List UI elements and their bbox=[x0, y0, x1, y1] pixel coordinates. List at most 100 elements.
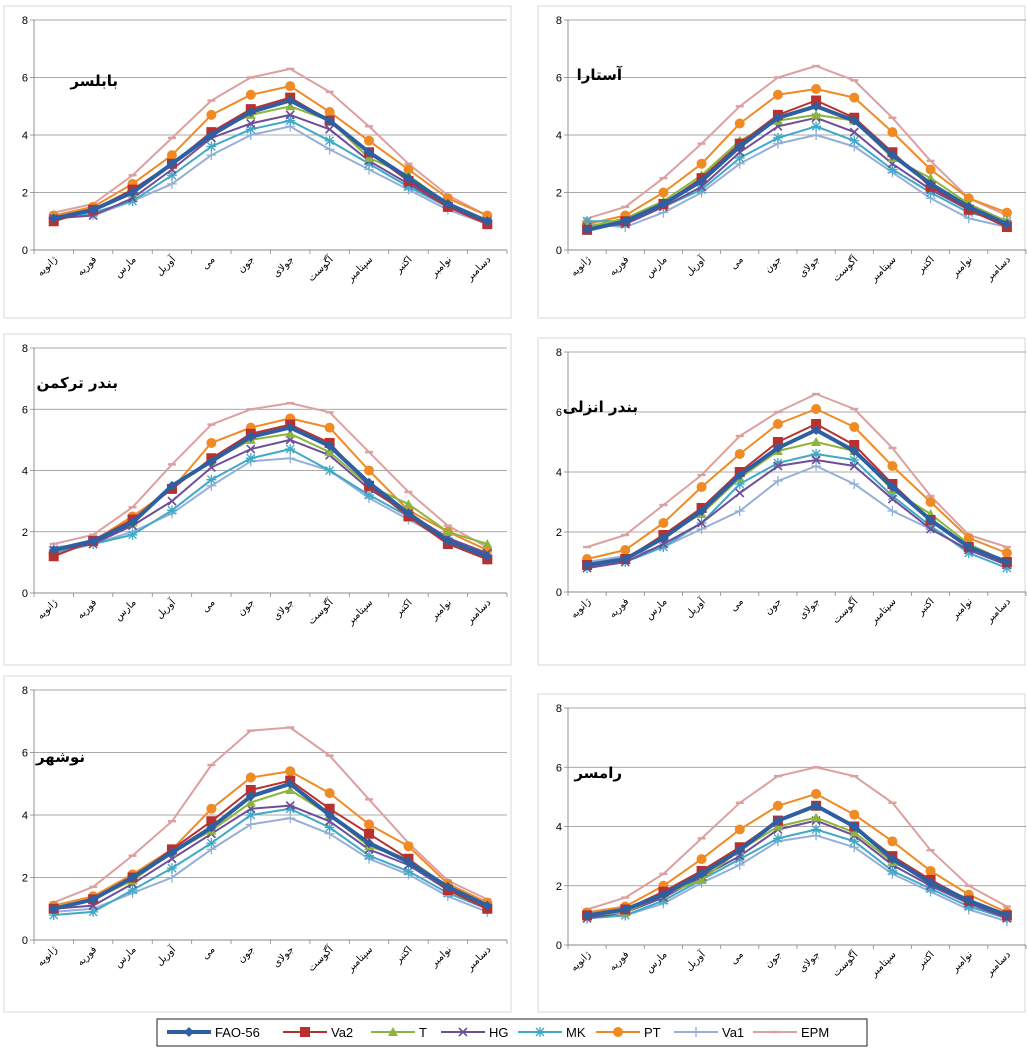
data-point bbox=[206, 474, 217, 485]
chart-frame bbox=[3, 5, 512, 319]
y-tick-label: 2 bbox=[556, 881, 562, 893]
y-tick-label: 0 bbox=[556, 940, 562, 952]
data-point bbox=[285, 422, 296, 433]
series-va1 bbox=[582, 830, 1012, 927]
series-line bbox=[586, 408, 1008, 560]
x-tick-label: آگوست bbox=[829, 252, 861, 284]
y-tick-label: 6 bbox=[22, 73, 28, 85]
data-point bbox=[849, 422, 860, 432]
series-line bbox=[53, 67, 488, 217]
series-line bbox=[53, 98, 489, 224]
data-point bbox=[925, 521, 936, 531]
x-tick-label: آگوست bbox=[305, 595, 337, 627]
x-tick-label: ژانویه bbox=[569, 254, 594, 279]
y-tick-label: 4 bbox=[22, 130, 28, 142]
data-point bbox=[734, 854, 745, 865]
data-point bbox=[963, 901, 974, 912]
data-point bbox=[167, 496, 177, 506]
data-point bbox=[442, 526, 453, 536]
data-point bbox=[696, 874, 707, 884]
data-point bbox=[925, 497, 936, 507]
data-point bbox=[285, 428, 296, 438]
data-point bbox=[811, 109, 822, 119]
x-tick-label: جولای bbox=[271, 597, 296, 622]
data-point bbox=[811, 84, 822, 94]
y-tick-label: 2 bbox=[22, 188, 28, 200]
data-point bbox=[206, 130, 217, 140]
data-point bbox=[887, 494, 897, 504]
data-point bbox=[127, 196, 138, 207]
data-point bbox=[849, 479, 860, 489]
legend-item-mk: MK bbox=[518, 1025, 586, 1040]
series-line bbox=[587, 828, 1008, 920]
x-tick-label: فوریه bbox=[607, 254, 631, 278]
panel-title: نوشهر bbox=[35, 748, 85, 766]
x-tick-label: مارس bbox=[113, 944, 139, 970]
x-tick-label: سپتامبر bbox=[345, 254, 376, 285]
series-line bbox=[53, 726, 488, 904]
y-tick-label: 6 bbox=[556, 762, 562, 774]
data-point bbox=[166, 170, 177, 181]
data-point bbox=[658, 542, 669, 552]
x-tick-label: اکتبر bbox=[915, 949, 937, 971]
legend-item-va2: Va2 bbox=[283, 1025, 353, 1040]
series-line bbox=[53, 807, 488, 916]
series-line bbox=[586, 766, 1008, 911]
data-point bbox=[887, 506, 898, 516]
data-point bbox=[811, 449, 822, 459]
data-point bbox=[925, 164, 936, 175]
x-tick-label: نوامبر bbox=[428, 597, 454, 623]
x-tick-label: می bbox=[200, 597, 217, 614]
data-point bbox=[364, 158, 375, 169]
data-point bbox=[403, 499, 414, 509]
y-tick-label: 6 bbox=[556, 407, 562, 419]
x-tick-label: دسامبر bbox=[983, 949, 1013, 979]
data-point bbox=[285, 444, 296, 455]
data-point bbox=[887, 164, 898, 175]
data-point bbox=[811, 419, 822, 429]
chart-panel-2: 0 2 4 6 8 ژانویه فوریه مارس آوریل می جون جولای آگوست… bbox=[537, 5, 1027, 319]
series-mk bbox=[48, 115, 493, 227]
data-point bbox=[849, 827, 860, 837]
data-point bbox=[245, 797, 256, 807]
data-point bbox=[734, 824, 745, 835]
y-tick-label: 0 bbox=[22, 935, 28, 947]
data-point bbox=[887, 150, 898, 161]
series-fao-56 bbox=[582, 101, 1012, 235]
data-point bbox=[811, 455, 821, 465]
data-point bbox=[246, 444, 256, 454]
data-point bbox=[849, 809, 860, 820]
series-line bbox=[53, 817, 488, 913]
series-line bbox=[53, 781, 489, 911]
x-tick-label: سپتامبر bbox=[345, 597, 376, 628]
series-line bbox=[587, 134, 1008, 228]
data-point bbox=[246, 118, 256, 129]
data-point bbox=[658, 199, 669, 209]
legend-marker bbox=[613, 1027, 623, 1037]
x-tick-label: دسامبر bbox=[464, 597, 494, 627]
y-tick-label: 4 bbox=[22, 466, 28, 478]
data-point bbox=[925, 515, 936, 525]
data-point bbox=[245, 89, 256, 100]
data-point bbox=[734, 845, 745, 856]
data-point bbox=[811, 461, 822, 471]
x-tick-label: اکتبر bbox=[393, 597, 415, 619]
data-point bbox=[206, 816, 217, 827]
data-point bbox=[324, 822, 335, 833]
legend-marker bbox=[458, 1027, 468, 1037]
data-point bbox=[285, 778, 296, 789]
data-point bbox=[772, 132, 783, 143]
data-point bbox=[364, 477, 375, 488]
series-line bbox=[53, 119, 488, 223]
panel-title: بندر ترکمن bbox=[36, 374, 118, 392]
data-point bbox=[734, 141, 745, 152]
x-tick-label: ژانویه bbox=[569, 596, 594, 621]
data-point bbox=[925, 865, 936, 876]
series-line bbox=[586, 428, 1008, 567]
data-point bbox=[849, 461, 859, 471]
data-point bbox=[773, 461, 783, 471]
data-point bbox=[1001, 557, 1012, 567]
chart-frame bbox=[3, 333, 512, 666]
x-tick-label: مارس bbox=[113, 597, 139, 623]
data-point bbox=[849, 92, 860, 103]
